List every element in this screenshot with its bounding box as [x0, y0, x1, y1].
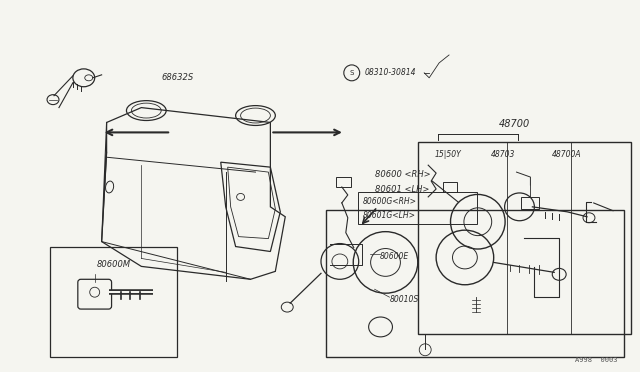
Text: 68632S: 68632S [161, 73, 193, 82]
Text: 80600E: 80600E [380, 252, 409, 261]
Text: 80010S: 80010S [390, 295, 419, 304]
Text: 48703: 48703 [490, 150, 515, 159]
Text: 48700: 48700 [499, 119, 530, 129]
Text: 80600G<RH>: 80600G<RH> [363, 198, 417, 206]
Text: 80600 <RH>: 80600 <RH> [374, 170, 430, 179]
Text: 80601 <LH>: 80601 <LH> [374, 186, 429, 195]
Text: 48700A: 48700A [552, 150, 582, 159]
Bar [336, 177, 351, 187]
Bar [419, 142, 630, 334]
Bar [522, 197, 540, 209]
Bar [50, 247, 177, 357]
Text: A998  0003: A998 0003 [575, 357, 618, 363]
Text: S: S [349, 70, 354, 76]
Text: 08310-30814: 08310-30814 [365, 68, 416, 77]
Bar [326, 210, 624, 357]
Text: 80601G<LH>: 80601G<LH> [363, 211, 415, 220]
Text: 15|50Y: 15|50Y [435, 150, 461, 159]
FancyArrowPatch shape [593, 203, 613, 211]
Text: 80600M: 80600M [97, 260, 131, 269]
Bar [358, 192, 477, 224]
Bar [443, 182, 457, 192]
